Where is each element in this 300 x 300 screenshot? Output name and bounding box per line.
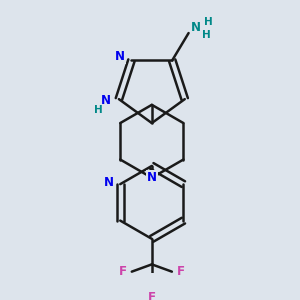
Text: H: H bbox=[94, 105, 103, 115]
Text: F: F bbox=[177, 265, 185, 278]
Text: N: N bbox=[191, 21, 201, 34]
Text: N: N bbox=[115, 50, 124, 63]
Text: F: F bbox=[119, 265, 127, 278]
Text: N: N bbox=[101, 94, 111, 107]
Text: N: N bbox=[103, 176, 113, 189]
Text: H: H bbox=[202, 30, 210, 40]
Text: F: F bbox=[148, 291, 156, 300]
Text: H: H bbox=[204, 17, 213, 27]
Text: N: N bbox=[147, 171, 157, 184]
